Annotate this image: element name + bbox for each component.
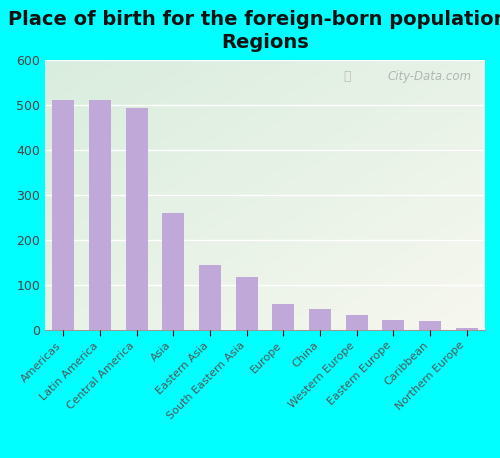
Bar (419, 321, 441, 330)
Bar (236, 277, 258, 330)
Bar (199, 265, 221, 330)
Bar (52, 100, 74, 330)
Bar (89, 100, 111, 330)
Bar (126, 108, 148, 330)
Text: City-Data.com: City-Data.com (388, 71, 472, 83)
Bar (456, 327, 477, 330)
Bar (309, 310, 331, 330)
Bar (382, 320, 404, 330)
Bar (162, 213, 184, 330)
Bar (272, 304, 294, 330)
Bar (346, 315, 368, 330)
Text: ⓘ: ⓘ (344, 71, 351, 83)
Title: Place of birth for the foreign-born population -
Regions: Place of birth for the foreign-born popu… (8, 10, 500, 52)
